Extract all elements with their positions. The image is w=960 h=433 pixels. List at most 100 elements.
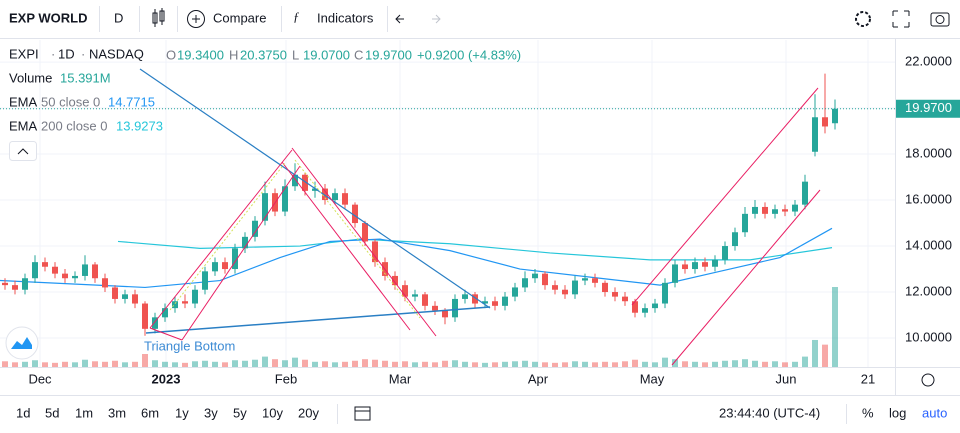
- volume-bar: [482, 362, 488, 367]
- candle-body: [652, 303, 658, 309]
- interval[interactable]: D: [114, 10, 123, 25]
- candle-body: [702, 262, 708, 267]
- range-button[interactable]: 20y: [298, 405, 319, 420]
- volume-bar: [352, 360, 358, 367]
- ohlc-value: 19.0700: [303, 47, 350, 62]
- candle-body: [832, 108, 838, 124]
- axis-settings[interactable]: [921, 373, 935, 387]
- snapshot[interactable]: [930, 12, 950, 27]
- candle-body: [422, 294, 428, 306]
- separator: ·: [51, 46, 55, 61]
- candle-body: [442, 310, 448, 318]
- volume-bar: [192, 361, 198, 367]
- volume-bar: [182, 362, 188, 367]
- x-tick-label: Apr: [528, 371, 549, 386]
- volume-bar: [602, 361, 608, 367]
- volume-bar: [792, 361, 798, 367]
- candle-body: [42, 262, 48, 267]
- fullscreen[interactable]: [892, 10, 910, 28]
- indicators-icon[interactable]: ƒ: [293, 9, 300, 24]
- ohlc-value: 19.3400: [177, 47, 224, 62]
- volume-bar: [72, 362, 78, 367]
- compare-icon[interactable]: [187, 10, 205, 28]
- range-button[interactable]: 10y: [262, 405, 283, 420]
- volume-bar: [312, 361, 318, 367]
- volume-bar: [822, 344, 828, 367]
- indicator-value: 14.7715: [108, 94, 155, 109]
- candle-body: [642, 308, 648, 313]
- volume-bar: [742, 359, 748, 367]
- scale-option[interactable]: auto: [922, 405, 947, 420]
- ohlc-key: O: [166, 47, 176, 62]
- volume-bar: [242, 360, 248, 367]
- volume-bar: [142, 354, 148, 367]
- indicators-button[interactable]: Indicators: [317, 10, 374, 25]
- candle-body: [182, 301, 188, 304]
- settings[interactable]: [855, 11, 871, 27]
- range-button[interactable]: 5d: [45, 405, 59, 420]
- x-tick-label: Feb: [275, 371, 297, 386]
- volume-bar: [382, 360, 388, 367]
- undo[interactable]: [395, 14, 404, 24]
- volume-bar: [572, 361, 578, 367]
- range-button[interactable]: 3m: [108, 405, 126, 420]
- drawings: [139, 68, 821, 366]
- candle-body: [712, 259, 718, 267]
- clock: 23:44:40 (UTC-4): [719, 405, 820, 420]
- candle-body: [292, 174, 298, 187]
- volume-bar: [462, 361, 468, 367]
- scale-option[interactable]: %: [862, 405, 874, 420]
- candle-body: [162, 308, 168, 318]
- range-button[interactable]: 3y: [204, 405, 218, 420]
- candle-body: [22, 278, 28, 290]
- symbol-search[interactable]: EXP WORLD: [9, 10, 88, 25]
- volume-bar: [162, 361, 168, 367]
- ohlc-value: 19.9700: [365, 47, 412, 62]
- volume-bar: [542, 362, 548, 367]
- candle-body: [392, 275, 398, 286]
- candle-body: [502, 296, 508, 306]
- candle-body: [742, 213, 748, 233]
- candle-body: [672, 264, 678, 283]
- volume-bar: [252, 359, 258, 367]
- range-button[interactable]: 5y: [233, 405, 247, 420]
- candle-body: [612, 292, 618, 297]
- compare-button[interactable]: Compare: [213, 10, 266, 25]
- range-button[interactable]: 1m: [75, 405, 93, 420]
- range-button[interactable]: 1y: [175, 405, 189, 420]
- y-tick-label: 12.0000: [905, 283, 952, 298]
- redo[interactable]: [432, 14, 441, 24]
- candle-body: [552, 285, 558, 290]
- candle-body: [582, 278, 588, 281]
- volume-bar: [712, 361, 718, 367]
- range-button[interactable]: 6m: [141, 405, 159, 420]
- volume-bar: [392, 361, 398, 367]
- candle-body: [542, 273, 548, 286]
- legend-toggle[interactable]: [9, 141, 37, 161]
- candle-body: [92, 264, 98, 279]
- volume-bar: [152, 360, 158, 367]
- volume-bar: [62, 361, 68, 367]
- indicator-value: 13.9273: [116, 118, 163, 133]
- volume-bar: [442, 360, 448, 367]
- volume-bar: [262, 356, 268, 367]
- volume-bar: [702, 362, 708, 367]
- x-tick-label: May: [640, 371, 665, 386]
- range-button[interactable]: 1d: [16, 405, 30, 420]
- top-toolbar: EXP WORLD D Compare ƒ Indicators: [0, 6, 960, 39]
- scale-option[interactable]: log: [889, 405, 906, 420]
- indicator-value: 15.391M: [60, 70, 111, 85]
- candle-body: [232, 248, 238, 270]
- chart-type-icon[interactable]: [152, 8, 165, 27]
- volume-bar: [412, 362, 418, 367]
- candle-body: [342, 193, 348, 205]
- candle-body: [512, 287, 518, 297]
- date-range-icon[interactable]: [354, 406, 371, 421]
- candle-body: [52, 266, 58, 274]
- candle-body: [622, 296, 628, 302]
- volume-bar: [512, 361, 518, 367]
- y-tick-label: 16.0000: [905, 191, 952, 206]
- volume-bar: [322, 361, 328, 367]
- candle-body: [412, 294, 418, 297]
- candle-body: [362, 223, 368, 242]
